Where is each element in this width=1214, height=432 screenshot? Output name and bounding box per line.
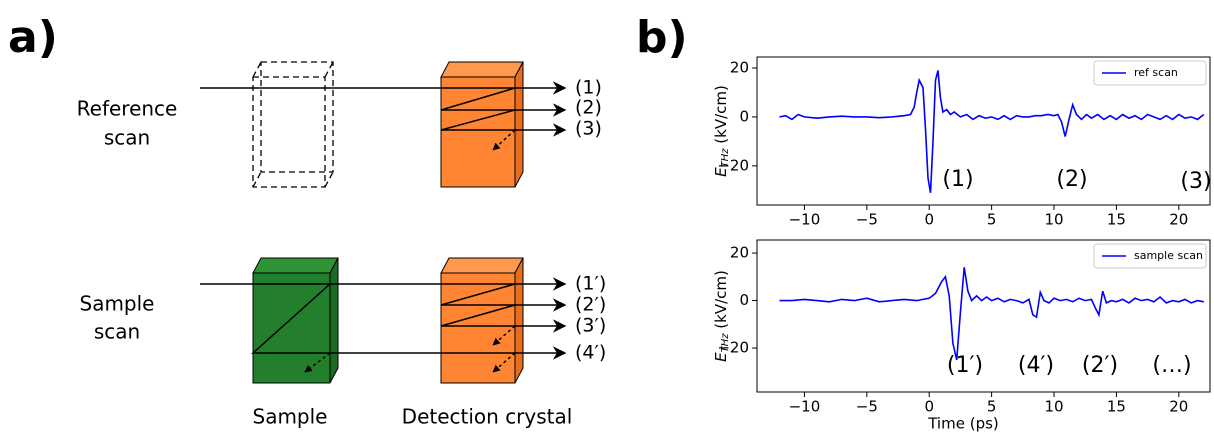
y-axis-label: ETHz (kV/cm) (712, 85, 732, 177)
beam (200, 81, 567, 151)
caption: Detection crystal (402, 405, 573, 429)
legend-box (1093, 60, 1207, 86)
y-label-main: E (712, 167, 730, 177)
y-label-sub: THz (720, 148, 731, 168)
annotation: (3) (1180, 169, 1211, 194)
y-tick-label: 0 (739, 107, 749, 125)
x-tick-label: −5 (856, 211, 878, 229)
legend-label: ref scan (1134, 66, 1178, 79)
output-label: (2′) (575, 294, 606, 316)
x-tick-label: −5 (856, 398, 878, 416)
y-label-unit: (kV/cm) (712, 85, 730, 148)
annotation: (4′) (1018, 353, 1054, 378)
x-tick-label: 5 (987, 398, 997, 416)
y-label-main: E (712, 352, 730, 362)
row-label: Reference (77, 97, 178, 121)
x-tick-label: 15 (1107, 211, 1126, 229)
x-tick-label: −10 (789, 398, 821, 416)
y-tick-label: 20 (730, 59, 749, 77)
output-label: (3) (575, 118, 602, 140)
y-label-unit: (kV/cm) (712, 270, 730, 333)
plot-frame (756, 56, 1211, 206)
annotation: (1) (942, 167, 973, 192)
plot-frame (756, 239, 1211, 393)
x-tick-label: 0 (924, 211, 934, 229)
crystal (440, 257, 524, 384)
y-tick-label: 20 (730, 244, 749, 262)
annotation: (1′) (947, 353, 983, 378)
output-label: (1′) (575, 273, 606, 295)
row-label: scan (104, 126, 150, 150)
x-tick-label: 5 (987, 211, 997, 229)
x-tick-label: −10 (789, 211, 821, 229)
x-tick-label: 20 (1169, 398, 1188, 416)
x-axis-label: Time (ps) (927, 415, 999, 432)
y-axis-label: ETHz (kV/cm) (712, 270, 732, 362)
data-line (779, 267, 1204, 361)
x-tick-label: 15 (1107, 398, 1126, 416)
annotation: (2) (1056, 167, 1087, 192)
output-label: (3′) (575, 315, 606, 337)
data-line (779, 70, 1205, 193)
caption: Sample (253, 405, 328, 429)
x-tick-label: 20 (1169, 211, 1188, 229)
legend-label: sample scan (1134, 249, 1203, 262)
row-label: scan (94, 320, 140, 344)
y-tick-label: −20 (717, 156, 749, 174)
panel-label: a) (8, 12, 58, 63)
x-tick-label: 0 (924, 398, 934, 416)
empty-box (252, 61, 334, 188)
legend-box (1093, 243, 1207, 269)
annotation: (2′) (1082, 353, 1118, 378)
y-tick-label: 0 (739, 291, 749, 309)
output-label: (1) (575, 77, 602, 99)
x-tick-label: 10 (1044, 398, 1063, 416)
x-tick-label: 10 (1044, 211, 1063, 229)
output-label: (4′) (575, 342, 606, 364)
row-label: Sample (80, 292, 155, 316)
panel-label: b) (636, 12, 688, 63)
crystal (440, 61, 524, 188)
sample-box (252, 257, 339, 384)
y-tick-label: −20 (717, 339, 749, 357)
output-label: (2) (575, 97, 602, 119)
annotation: (…) (1152, 353, 1191, 378)
y-label-sub: THz (720, 333, 731, 353)
beam (200, 277, 567, 373)
